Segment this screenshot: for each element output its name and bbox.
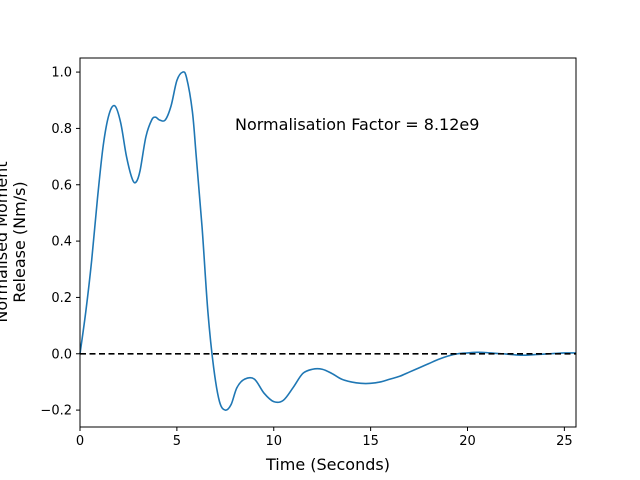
y-axis-label: Normalised Moment Release (Nm/s) [0,161,29,322]
x-tick-label: 10 [265,434,282,449]
y-tick-label: 0.2 [51,291,72,306]
y-tick-label: 1.0 [51,66,72,81]
x-tick-label: 0 [76,434,84,449]
x-tick-label: 25 [556,434,573,449]
y-tick-label: 0.6 [51,178,72,193]
y-tick-label: −0.2 [40,404,72,419]
x-tick-label: 5 [173,434,181,449]
x-tick-label: 20 [459,434,476,449]
series-line-0 [79,71,577,411]
y-axis-ticks: −0.2 0.0 0.2 0.4 0.6 0.8 1.0 [40,66,80,419]
x-tick-label: 15 [362,434,379,449]
y-tick-label: 0.0 [51,347,72,362]
plot-frame [79,57,577,428]
series-layer [79,71,577,411]
normalisation-annotation: Normalisation Factor = 8.12e9 [235,115,479,134]
x-axis-ticks: 0 5 10 15 20 25 [76,427,573,449]
x-axis-label: Time (Seconds) [265,455,390,474]
y-axis-label-line-1: Normalised Moment [0,161,11,322]
y-tick-label: 0.8 [51,122,72,137]
y-tick-label: 0.4 [51,235,72,250]
y-axis-label-line-2: Release (Nm/s) [10,181,29,302]
